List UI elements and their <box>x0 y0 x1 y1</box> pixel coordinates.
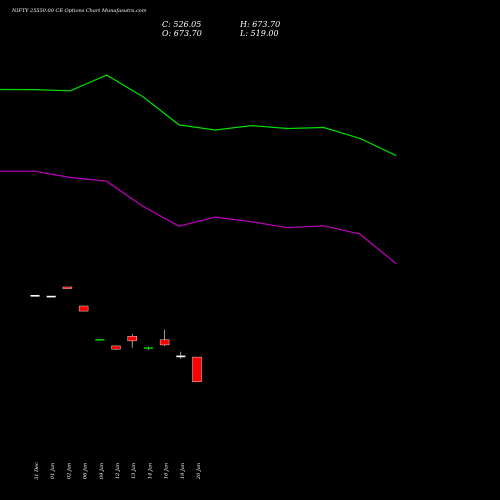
candle-body <box>30 295 40 297</box>
open-readout: O: 673.70 <box>162 29 202 38</box>
lower-line <box>0 170 397 265</box>
candle-body <box>78 305 89 312</box>
candle-body <box>143 347 153 349</box>
candle-0 <box>30 295 40 297</box>
candle-5 <box>111 345 121 350</box>
candle-body <box>111 345 121 350</box>
candle-1 <box>46 295 56 298</box>
candle-4 <box>95 338 105 341</box>
candle-9 <box>176 351 186 359</box>
low-readout: L: 519.00 <box>239 29 279 38</box>
candle-body <box>159 339 170 346</box>
date-tick-label: 09 Jan <box>99 463 105 479</box>
candle-body <box>192 356 202 383</box>
date-tick-label: 06 Jan <box>83 463 89 479</box>
candle-2 <box>62 286 73 289</box>
high-readout: H: 673.70 <box>239 20 280 29</box>
candle-3 <box>78 305 89 312</box>
candle-body <box>46 295 56 298</box>
chart-title: NIFTY 25550.00 CE Options Chart Munafasu… <box>11 8 147 14</box>
date-tick-label: 19 Jan <box>180 463 186 479</box>
upper-line-series <box>0 74 397 157</box>
date-tick-label: 14 Jan <box>147 463 153 479</box>
date-tick-label: 16 Jan <box>164 463 170 479</box>
candle-7 <box>143 346 153 350</box>
date-tick-label: 01 Jan <box>50 463 56 479</box>
date-tick-label: 20 Jan <box>196 463 202 480</box>
candle-body <box>62 286 73 289</box>
candle-8 <box>159 329 170 346</box>
candle-10 <box>192 356 202 383</box>
candle-body <box>127 336 137 342</box>
upper-line <box>0 74 397 157</box>
date-tick-label: 31 Dec <box>34 462 40 480</box>
date-tick-label: 12 Jan <box>115 463 121 479</box>
candle-body <box>95 339 105 341</box>
x-axis-ticks: 31 Dec 01 Jan 02 Jan 06 Jan 09 Jan 12 Jan 13 J… <box>34 462 202 480</box>
candle-6 <box>127 334 137 348</box>
close-readout: C: 526.05 <box>162 20 201 29</box>
candlestick-series <box>30 286 202 383</box>
date-tick-label: 02 Jan <box>66 463 72 479</box>
date-tick-label: 13 Jan <box>131 463 137 479</box>
candle-body <box>176 355 186 358</box>
lower-line-series <box>0 170 397 265</box>
